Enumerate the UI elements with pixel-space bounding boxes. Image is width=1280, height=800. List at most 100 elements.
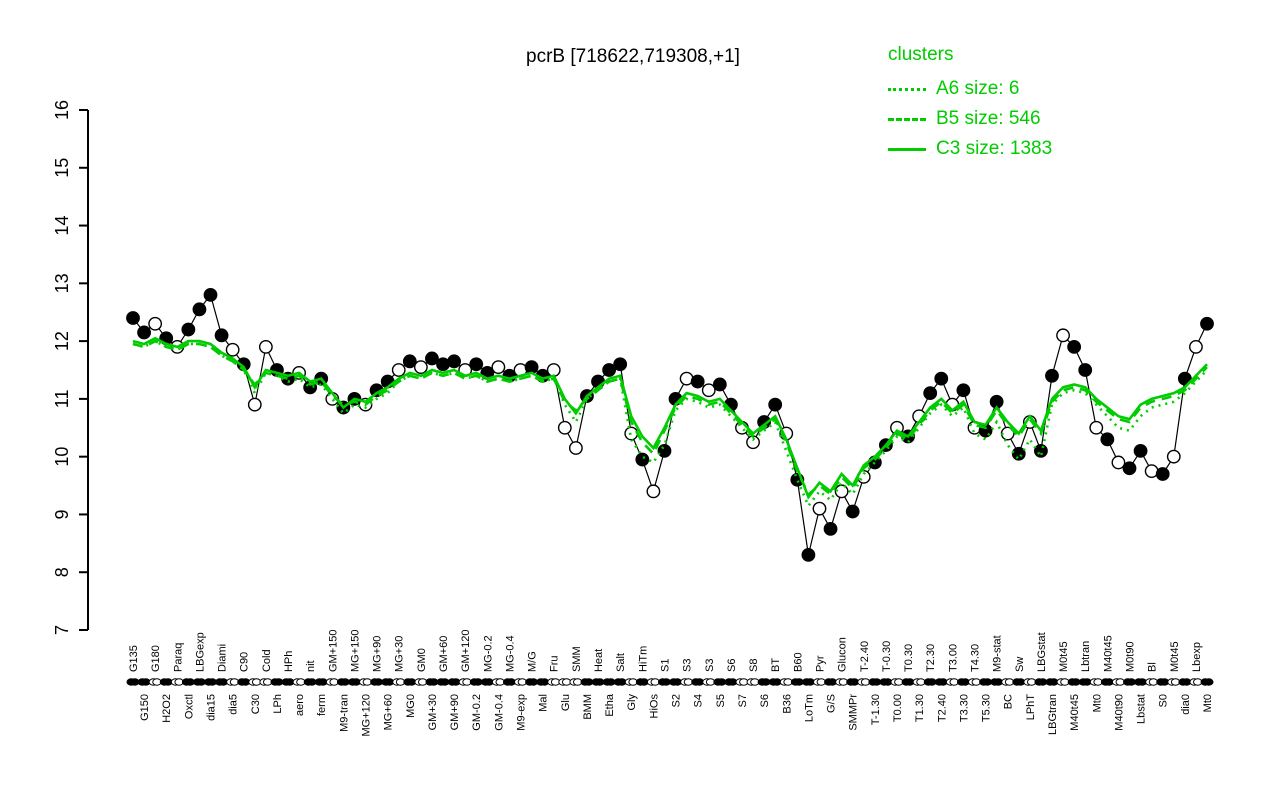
x-tick-label: Cold: [261, 649, 273, 672]
x-tick-label: MG+30: [394, 636, 406, 672]
x-tick-label: GM0: [416, 648, 428, 672]
x-tick-label: T2.30: [925, 644, 937, 672]
x-tick-label: M0t90: [1124, 641, 1136, 672]
data-point: [214, 328, 229, 343]
x-tick-label: T0.30: [903, 644, 915, 672]
x-tick-label: S2: [671, 694, 683, 707]
x-tick-label: S1: [659, 659, 671, 672]
data-point: [1200, 316, 1214, 331]
y-tick-label: 14: [52, 216, 72, 236]
data-point: [1122, 461, 1137, 476]
x-tick-label: Mt0: [1202, 694, 1214, 712]
x-tick-label: Bl: [1147, 662, 1159, 672]
legend-entry-b5: B5 size: 546: [888, 104, 1052, 134]
data-point: [447, 354, 461, 369]
data-point: [635, 452, 650, 467]
x-tick-label: LoTm: [803, 694, 815, 722]
dotted-line-icon: [888, 87, 926, 91]
data-point: [137, 325, 151, 340]
x-tick-label: B36: [781, 694, 793, 714]
x-tick-label: HiTm: [637, 646, 649, 672]
x-tick-label: Mt0: [1091, 694, 1103, 712]
x-tick-label: Fru: [549, 656, 561, 673]
data-point: [812, 501, 827, 516]
x-tick-label: G180: [150, 645, 162, 672]
x-tick-label: G/S: [826, 694, 838, 713]
x-tick-label: M9-exp: [516, 694, 528, 731]
x-tick-label: T3.30: [958, 694, 970, 722]
x-tick-label: GM-0.4: [493, 694, 505, 731]
data-point: [203, 287, 218, 302]
x-tick-label: Sw: [1014, 657, 1026, 672]
data-point: [823, 521, 838, 536]
y-tick-label: 13: [52, 273, 72, 293]
x-tick-label: S3: [682, 659, 694, 672]
x-tick-label: T-1.30: [870, 694, 882, 725]
x-tick-label: Heat: [593, 649, 605, 672]
data-point: [923, 386, 938, 401]
legend-title: clusters: [888, 44, 954, 65]
data-point: [402, 354, 417, 369]
dashed-line-icon: [888, 117, 926, 121]
data-point: [524, 360, 539, 375]
x-tick-label: SMMPr: [848, 694, 860, 731]
condition-marker: [1204, 678, 1214, 686]
x-tick-label: M/G: [527, 651, 539, 672]
data-point: [568, 441, 583, 455]
x-tick-label: MG+150: [349, 630, 361, 673]
x-tick-label: T5.30: [981, 694, 993, 722]
data-point: [1133, 443, 1148, 458]
data-point: [491, 360, 506, 375]
x-tick-label: T4.30: [969, 644, 981, 672]
x-tick-label: S6: [759, 694, 771, 707]
x-tick-label: LBGtran: [1047, 694, 1059, 735]
x-tick-label: aero: [294, 694, 306, 716]
data-point: [712, 377, 727, 392]
x-tick-label: S4: [693, 694, 705, 707]
legend-entry-label: A6 size: 6: [936, 78, 1020, 99]
x-tick-label: MG+120: [361, 694, 373, 737]
x-tick-label: LBGexp: [194, 632, 206, 672]
chart-title: pcrB [718622,719308,+1]: [526, 46, 740, 67]
x-tick-label: T0.00: [892, 694, 904, 722]
data-point: [646, 484, 661, 499]
x-tick-label: S7: [737, 694, 749, 707]
data-point: [1111, 455, 1126, 470]
x-tick-label: GM+60: [438, 636, 450, 672]
x-tick-label: Glu: [560, 694, 572, 711]
data-point: [1034, 443, 1048, 458]
y-tick-label: 12: [52, 331, 72, 351]
y-tick-label: 10: [52, 447, 72, 467]
x-tick-label: M9-tran: [338, 694, 350, 732]
data-point: [657, 443, 672, 458]
x-tick-label: BT: [770, 658, 782, 672]
data-point: [1078, 363, 1093, 377]
y-tick-label: 15: [52, 158, 72, 178]
x-tick-label: T-2.40: [859, 641, 871, 672]
x-tick-label: Mal: [538, 694, 550, 712]
legend-entry-a6: A6 size: 6: [888, 74, 1052, 104]
data-point: [225, 342, 240, 357]
x-tick-label: T-0.30: [881, 641, 893, 672]
data-point: [557, 420, 572, 435]
x-tick-label: G135: [128, 645, 140, 672]
data-point: [1067, 339, 1082, 354]
x-tick-label: Pyr: [814, 655, 826, 672]
x-tick-label: Lbtran: [1080, 641, 1092, 672]
x-tick-label: M0t45: [1169, 641, 1181, 672]
data-point: [1100, 432, 1115, 447]
series-A6-line: [132, 339, 1208, 509]
x-tick-label: GM+120: [460, 630, 472, 673]
data-point: [1011, 446, 1026, 461]
x-tick-label: HiOs: [648, 694, 660, 719]
x-tick-label: M9-stat: [992, 635, 1004, 672]
legend-entry-label: C3 size: 1383: [936, 138, 1053, 159]
data-point: [801, 547, 816, 562]
x-tick-label: Lbexp: [1191, 642, 1203, 672]
x-tick-label: C30: [250, 694, 262, 714]
x-tick-label: GM+90: [449, 694, 461, 730]
data-point: [247, 397, 262, 412]
x-tick-label: dia15: [206, 694, 218, 721]
data-point: [192, 302, 207, 317]
